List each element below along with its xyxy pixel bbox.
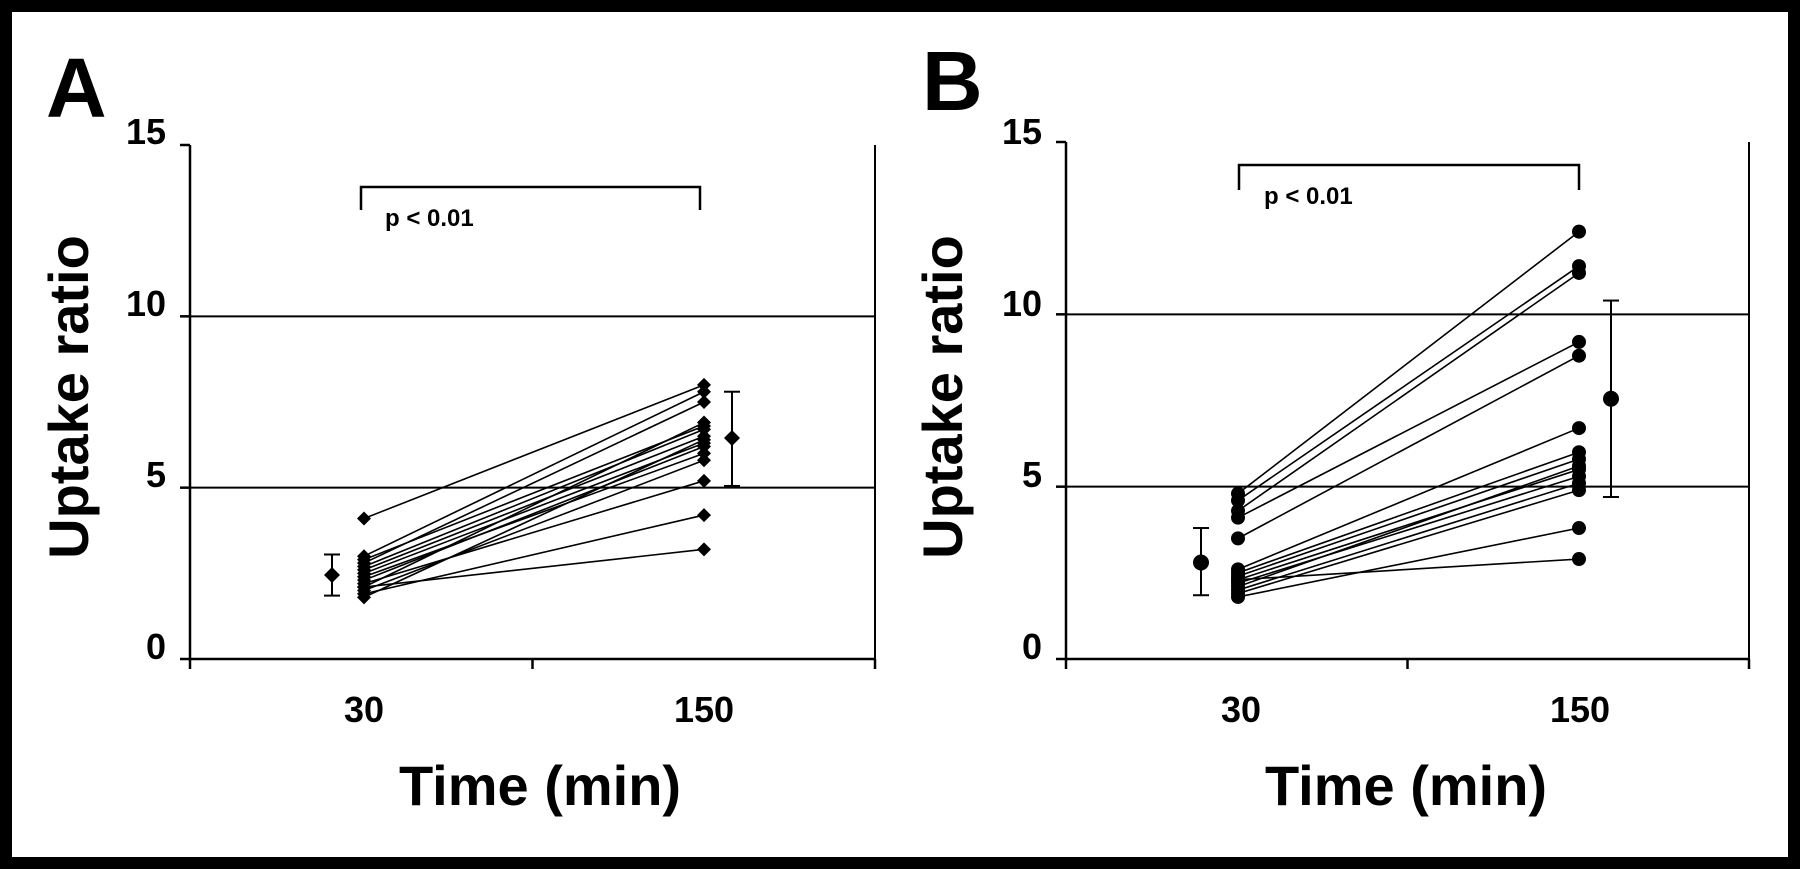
data-point: [697, 473, 711, 488]
data-point: [697, 415, 711, 430]
series-line: [363, 548, 705, 588]
mean-point: [1193, 554, 1209, 571]
series-line: [363, 438, 705, 599]
series-line: [1237, 341, 1580, 519]
data-point: [697, 508, 711, 523]
series-line: [1237, 458, 1580, 578]
data-point: [1231, 510, 1245, 525]
series-line: [1237, 265, 1580, 502]
data-point: [1572, 265, 1586, 280]
series-line: [1237, 468, 1580, 581]
x-tick-label: 150: [674, 689, 734, 730]
series-line: [1237, 427, 1580, 571]
series-line: [363, 384, 705, 520]
data-point: [1231, 531, 1245, 546]
plot-area: [1056, 140, 1751, 669]
series-line: [1237, 354, 1580, 540]
panel-letter: A: [46, 41, 107, 135]
figure-background: [12, 12, 1788, 857]
data-point: [357, 590, 371, 605]
x-axis-title: Time (min): [1265, 754, 1547, 817]
significance-label: p < 0.01: [385, 205, 474, 232]
data-point: [1572, 334, 1586, 349]
series-line: [1237, 451, 1580, 574]
data-point: [697, 384, 711, 399]
series-line: [363, 425, 705, 561]
series-line: [363, 421, 705, 588]
data-point: [697, 453, 711, 468]
x-axis-title: Time (min): [399, 754, 681, 817]
data-point: [1572, 421, 1586, 436]
data-point: [697, 542, 711, 557]
series-line: [1237, 558, 1580, 581]
y-tick-label: 0: [1022, 626, 1042, 667]
data-point: [697, 395, 711, 409]
panel-a: A Uptake ratio Time (min) 0 5 10 15 30 1…: [37, 41, 877, 817]
data-point: [1572, 521, 1586, 536]
series-line: [1237, 230, 1580, 495]
data-point: [1231, 589, 1245, 604]
plot-area: [180, 143, 877, 669]
data-point: [357, 511, 371, 526]
series-line: [1237, 465, 1580, 588]
y-tick-label: 0: [146, 626, 166, 667]
data-point: [1572, 483, 1586, 498]
series-line: [363, 452, 705, 578]
series-line: [363, 435, 705, 571]
panel-b: B Uptake ratio Time (min) 0 5 10 15 30 1…: [911, 34, 1751, 817]
data-point: [1231, 493, 1245, 508]
data-point: [1572, 552, 1586, 567]
series-line: [363, 428, 705, 568]
series-line: [1237, 475, 1580, 584]
series-line: [1237, 482, 1580, 591]
data-point: [1231, 572, 1245, 587]
panel-letter: B: [922, 34, 983, 128]
series-line: [363, 442, 705, 575]
data-point: [1572, 348, 1586, 363]
significance-label: p < 0.01: [1264, 183, 1353, 210]
series-line: [363, 401, 705, 564]
series-line: [363, 459, 705, 592]
series-line: [363, 445, 705, 581]
mean-point: [724, 429, 740, 446]
series-line: [363, 390, 705, 557]
y-axis-title: Uptake ratio: [37, 235, 100, 559]
x-tick-label: 150: [1550, 689, 1610, 730]
series-line: [363, 480, 705, 585]
y-axis-title: Uptake ratio: [911, 235, 974, 559]
series-line: [1237, 527, 1580, 598]
data-point: [357, 580, 371, 595]
y-tick-label: 15: [1002, 111, 1042, 152]
x-tick-label: 30: [1221, 689, 1261, 730]
significance-bracket: [1237, 163, 1581, 190]
y-tick-label: 15: [126, 111, 166, 152]
mean-point: [324, 567, 340, 584]
data-point: [1572, 224, 1586, 239]
x-tick-label: 30: [344, 689, 384, 730]
y-tick-label: 10: [1002, 283, 1042, 324]
mean-point: [1603, 390, 1619, 407]
data-point: [697, 432, 711, 447]
significance-bracket: [359, 185, 702, 210]
y-tick-label: 5: [146, 454, 166, 495]
y-tick-label: 10: [126, 283, 166, 324]
series-line: [1237, 272, 1580, 512]
y-tick-label: 5: [1022, 454, 1042, 495]
data-point: [1572, 458, 1586, 473]
